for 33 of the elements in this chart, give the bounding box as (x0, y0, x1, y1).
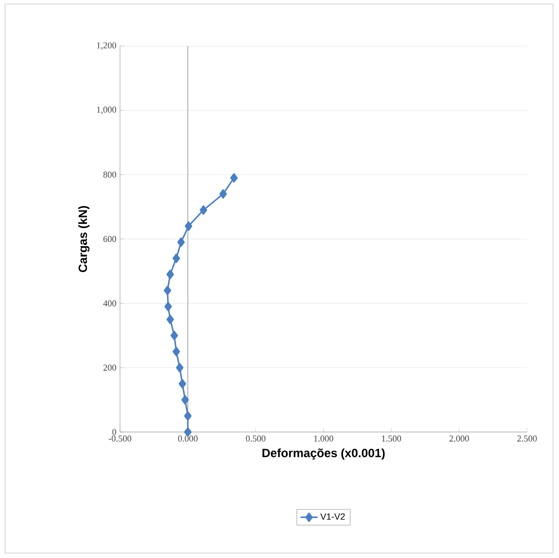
x-tick-label: 0.000 (178, 436, 198, 442)
point (184, 411, 192, 421)
y-tick-label: 200 (103, 364, 116, 371)
point (164, 302, 172, 312)
x-tick-label: 2.000 (449, 436, 469, 442)
y-tick-label: 400 (103, 300, 116, 306)
y-tick-label: 1,000 (97, 106, 116, 114)
x-tick-label: 0.500 (246, 436, 266, 442)
x-tick-label: -0.500 (108, 436, 132, 442)
y-axis-title: Cargas (kN) (78, 206, 90, 272)
point (166, 314, 174, 324)
point (200, 205, 208, 215)
point (170, 330, 178, 340)
point (181, 395, 189, 405)
point (219, 189, 227, 199)
legend-label: V1-V2 (320, 513, 345, 520)
point (178, 379, 186, 388)
point (184, 221, 192, 231)
point (177, 237, 185, 247)
y-tick-label: 0 (112, 428, 116, 436)
x-axis-title: Deformações (x0.001) (262, 448, 385, 460)
point (166, 270, 174, 280)
y-tick-label: 1,200 (97, 42, 116, 50)
y-tick-label: 600 (103, 236, 116, 242)
x-tick-label: 1.500 (382, 436, 402, 442)
point (172, 346, 180, 356)
y-tick-label: 800 (103, 172, 116, 178)
point (164, 286, 172, 296)
point (230, 173, 238, 183)
x-tick-label: 1.000 (314, 436, 334, 442)
x-tick-label: 2.500 (517, 436, 537, 442)
point (172, 254, 180, 264)
point (176, 362, 184, 372)
